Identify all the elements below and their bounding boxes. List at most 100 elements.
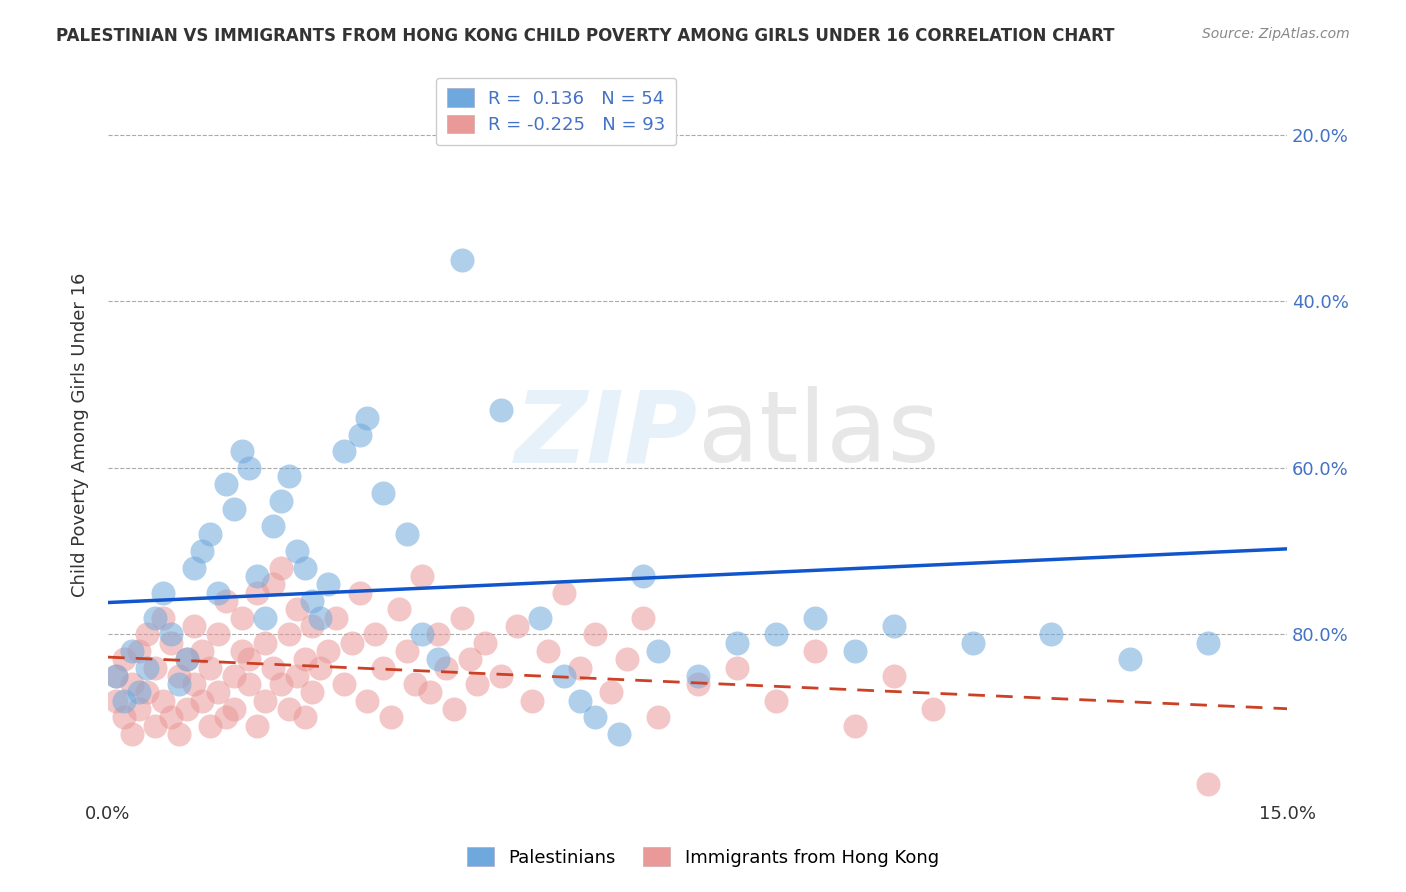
- Point: [616, 652, 638, 666]
- Point: [191, 694, 214, 708]
- Point: [176, 652, 198, 666]
- Point: [349, 585, 371, 599]
- Y-axis label: Child Poverty Among Girls Under 16: Child Poverty Among Girls Under 16: [72, 272, 89, 597]
- Point: [804, 644, 827, 658]
- Point: [270, 494, 292, 508]
- Point: [207, 627, 229, 641]
- Point: [427, 652, 450, 666]
- Point: [222, 702, 245, 716]
- Point: [294, 560, 316, 574]
- Point: [388, 602, 411, 616]
- Point: [104, 669, 127, 683]
- Point: [254, 635, 277, 649]
- Point: [167, 669, 190, 683]
- Point: [254, 694, 277, 708]
- Point: [198, 527, 221, 541]
- Point: [246, 585, 269, 599]
- Point: [136, 685, 159, 699]
- Point: [458, 652, 481, 666]
- Point: [215, 710, 238, 724]
- Text: PALESTINIAN VS IMMIGRANTS FROM HONG KONG CHILD POVERTY AMONG GIRLS UNDER 16 CORR: PALESTINIAN VS IMMIGRANTS FROM HONG KONG…: [56, 27, 1115, 45]
- Legend: R =  0.136   N = 54, R = -0.225   N = 93: R = 0.136 N = 54, R = -0.225 N = 93: [436, 78, 676, 145]
- Point: [411, 627, 433, 641]
- Point: [489, 669, 512, 683]
- Point: [285, 544, 308, 558]
- Point: [198, 719, 221, 733]
- Point: [371, 660, 394, 674]
- Point: [183, 619, 205, 633]
- Point: [128, 685, 150, 699]
- Point: [285, 669, 308, 683]
- Point: [176, 652, 198, 666]
- Point: [191, 644, 214, 658]
- Point: [301, 619, 323, 633]
- Point: [686, 677, 709, 691]
- Point: [395, 644, 418, 658]
- Point: [301, 685, 323, 699]
- Point: [238, 677, 260, 691]
- Point: [522, 694, 544, 708]
- Point: [333, 444, 356, 458]
- Point: [411, 569, 433, 583]
- Point: [1198, 635, 1220, 649]
- Point: [246, 569, 269, 583]
- Point: [309, 610, 332, 624]
- Point: [238, 460, 260, 475]
- Point: [254, 610, 277, 624]
- Point: [277, 627, 299, 641]
- Point: [270, 677, 292, 691]
- Point: [844, 719, 866, 733]
- Point: [176, 702, 198, 716]
- Point: [277, 469, 299, 483]
- Point: [537, 644, 560, 658]
- Point: [427, 627, 450, 641]
- Point: [294, 652, 316, 666]
- Point: [1040, 627, 1063, 641]
- Point: [198, 660, 221, 674]
- Point: [262, 577, 284, 591]
- Point: [340, 635, 363, 649]
- Point: [1198, 777, 1220, 791]
- Point: [1119, 652, 1142, 666]
- Point: [215, 477, 238, 491]
- Point: [207, 585, 229, 599]
- Point: [104, 669, 127, 683]
- Point: [277, 702, 299, 716]
- Point: [419, 685, 441, 699]
- Point: [489, 402, 512, 417]
- Text: ZIP: ZIP: [515, 386, 697, 483]
- Point: [128, 702, 150, 716]
- Point: [262, 519, 284, 533]
- Point: [395, 527, 418, 541]
- Point: [152, 610, 174, 624]
- Point: [568, 694, 591, 708]
- Point: [136, 627, 159, 641]
- Point: [356, 694, 378, 708]
- Point: [222, 502, 245, 516]
- Point: [160, 635, 183, 649]
- Point: [309, 660, 332, 674]
- Point: [474, 635, 496, 649]
- Point: [962, 635, 984, 649]
- Point: [333, 677, 356, 691]
- Point: [167, 677, 190, 691]
- Point: [104, 694, 127, 708]
- Point: [231, 610, 253, 624]
- Text: atlas: atlas: [697, 386, 939, 483]
- Point: [380, 710, 402, 724]
- Point: [121, 644, 143, 658]
- Point: [349, 427, 371, 442]
- Point: [183, 677, 205, 691]
- Point: [238, 652, 260, 666]
- Point: [112, 652, 135, 666]
- Point: [191, 544, 214, 558]
- Point: [325, 610, 347, 624]
- Point: [183, 560, 205, 574]
- Point: [356, 411, 378, 425]
- Point: [231, 444, 253, 458]
- Point: [647, 644, 669, 658]
- Point: [583, 710, 606, 724]
- Point: [270, 560, 292, 574]
- Point: [152, 585, 174, 599]
- Point: [647, 710, 669, 724]
